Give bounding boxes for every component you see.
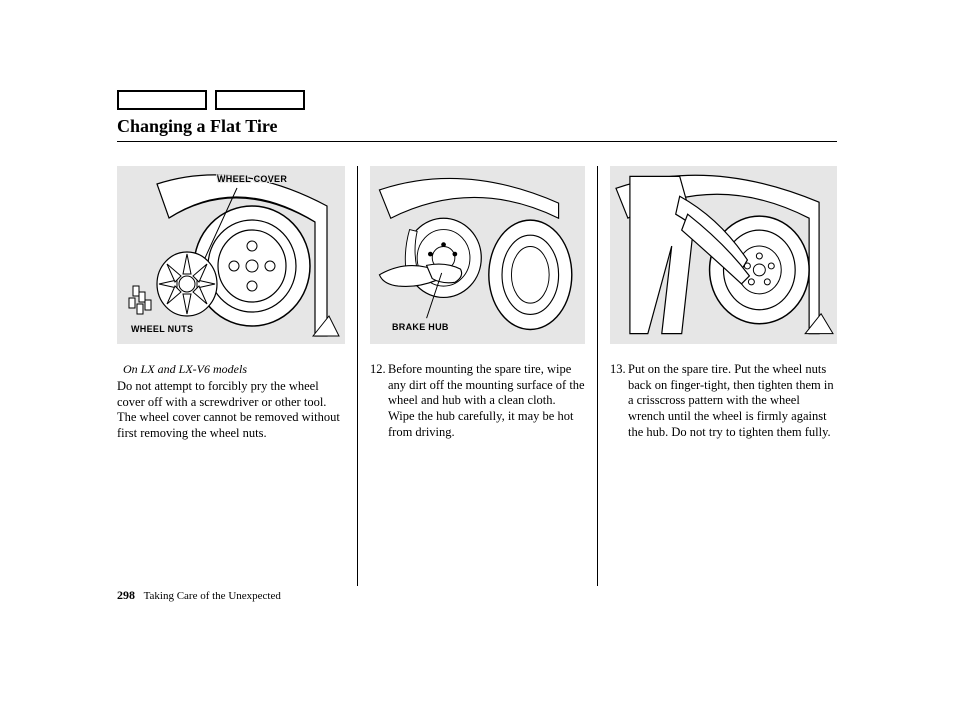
page-title: Changing a Flat Tire xyxy=(117,116,837,142)
section-name: Taking Care of the Unexpected xyxy=(144,590,281,602)
step-12: 12. Before mounting the spare tire, wipe… xyxy=(370,362,585,440)
label-wheel-cover: WHEEL COVER xyxy=(217,174,287,184)
date-boxes xyxy=(117,90,837,110)
page-footer: 298 Taking Care of the Unexpected xyxy=(117,588,281,603)
figure-wheel-cover: WHEEL COVER WHEEL NUTS xyxy=(117,166,345,344)
step-12-num: 12. xyxy=(370,362,388,440)
column-3: 13. Put on the spare tire. Put the wheel… xyxy=(597,166,837,586)
label-brake-hub: BRAKE HUB xyxy=(392,322,449,332)
step-13: 13. Put on the spare tire. Put the wheel… xyxy=(610,362,837,440)
columns: WHEEL COVER WHEEL NUTS On LX and LX-V6 m… xyxy=(117,166,837,586)
label-wheel-nuts: WHEEL NUTS xyxy=(131,324,193,334)
date-box-2 xyxy=(215,90,305,110)
column-1: WHEEL COVER WHEEL NUTS On LX and LX-V6 m… xyxy=(117,166,357,586)
page: Changing a Flat Tire xyxy=(117,90,837,586)
step-13-text: Put on the spare tire. Put the wheel nut… xyxy=(628,362,837,440)
step-12-text: Before mounting the spare tire, wipe any… xyxy=(388,362,585,440)
figure-brake-hub: BRAKE HUB xyxy=(370,166,585,344)
column-2: BRAKE HUB 12. Before mounting the spare … xyxy=(357,166,597,586)
date-box-1 xyxy=(117,90,207,110)
step-13-num: 13. xyxy=(610,362,628,440)
model-note: On LX and LX-V6 models xyxy=(117,362,345,377)
col1-text: Do not attempt to forcibly pry the wheel… xyxy=(117,379,345,442)
page-number: 298 xyxy=(117,588,135,602)
figure-install-spare xyxy=(610,166,837,344)
